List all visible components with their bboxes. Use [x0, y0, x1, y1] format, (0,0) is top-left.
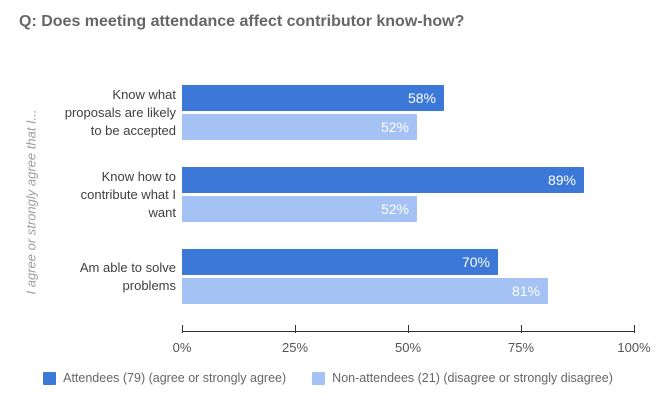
x-axis-tick — [521, 325, 522, 333]
plot-area: Know what proposals are likely to be acc… — [0, 85, 656, 331]
legend-label: Attendees (79) (agree or strongly agree) — [63, 371, 287, 385]
bar-pair: 58% 52% — [182, 85, 444, 143]
bar-attendees[interactable]: 58% — [182, 85, 444, 111]
bar-group: Am able to solve problems 70% 81% — [0, 249, 656, 304]
legend: Attendees (79) (agree or strongly agree)… — [0, 371, 656, 385]
bar-attendees[interactable]: 70% — [182, 249, 498, 275]
x-axis: 0% 25% 50% 75% 100% — [173, 325, 651, 355]
x-axis-tick-label: 100% — [617, 340, 651, 355]
x-axis-tick — [182, 325, 183, 333]
legend-label: Non-attendees (21) (disagree or strongly… — [332, 371, 613, 385]
x-axis-tick-label: 75% — [507, 340, 535, 355]
x-axis-tick-label: 0% — [172, 340, 192, 355]
legend-swatch-icon — [312, 371, 326, 385]
bar-group: Know how to contribute what I want 89% 52% — [0, 167, 656, 222]
x-axis-tick — [408, 325, 409, 333]
bar-non-attendees[interactable]: 52% — [182, 196, 417, 222]
category-label: Know what proposals are likely to be acc… — [64, 86, 176, 138]
bar-value-label: 81% — [511, 283, 540, 299]
bar-group: Know what proposals are likely to be acc… — [0, 85, 656, 140]
bar-value-label: 89% — [547, 172, 576, 188]
chart-title: Q: Does meeting attendance affect contri… — [19, 13, 465, 30]
bar-value-label: 52% — [380, 201, 409, 217]
x-axis-tick — [634, 325, 635, 333]
legend-item-non-attendees[interactable]: Non-attendees (21) (disagree or strongly… — [312, 371, 613, 385]
bar-non-attendees[interactable]: 52% — [182, 114, 417, 140]
category-label: Am able to solve problems — [79, 259, 176, 293]
category-label: Know how to contribute what I want — [80, 168, 176, 220]
bar-value-label: 58% — [407, 90, 436, 106]
bar-pair: 70% 81% — [182, 249, 548, 307]
bar-value-label: 70% — [461, 254, 490, 270]
legend-item-attendees[interactable]: Attendees (79) (agree or strongly agree) — [43, 371, 286, 385]
bar-pair: 89% 52% — [182, 167, 584, 225]
legend-swatch-icon — [43, 371, 57, 385]
x-axis-tick-label: 50% — [394, 340, 422, 355]
x-axis-tick-label: 25% — [281, 340, 309, 355]
bar-non-attendees[interactable]: 81% — [182, 278, 548, 304]
bar-attendees[interactable]: 89% — [182, 167, 584, 193]
x-axis-tick — [295, 325, 296, 333]
bar-value-label: 52% — [380, 119, 409, 135]
